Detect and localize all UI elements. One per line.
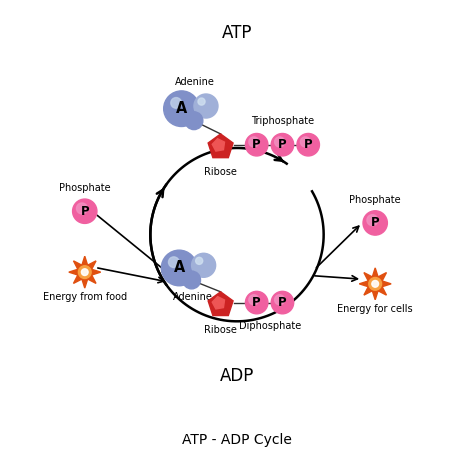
- Text: ATP - ADP Cycle: ATP - ADP Cycle: [182, 433, 292, 447]
- Text: P: P: [81, 205, 89, 218]
- Text: ATP: ATP: [222, 24, 252, 42]
- Circle shape: [191, 253, 216, 277]
- Text: P: P: [252, 138, 261, 151]
- Circle shape: [196, 257, 203, 264]
- Text: Energy for cells: Energy for cells: [337, 303, 413, 313]
- Circle shape: [369, 277, 382, 290]
- Text: Ribose: Ribose: [204, 325, 237, 335]
- Circle shape: [301, 137, 310, 147]
- Polygon shape: [359, 268, 391, 300]
- Text: P: P: [278, 296, 287, 309]
- Text: P: P: [304, 138, 312, 151]
- Text: ADP: ADP: [220, 367, 254, 385]
- Circle shape: [198, 98, 205, 105]
- Text: A: A: [173, 261, 185, 275]
- Circle shape: [246, 134, 268, 156]
- Circle shape: [249, 137, 259, 147]
- Circle shape: [297, 134, 319, 156]
- Text: P: P: [371, 217, 380, 229]
- Circle shape: [73, 199, 97, 223]
- Polygon shape: [208, 292, 233, 316]
- Text: Diphosphate: Diphosphate: [239, 321, 301, 331]
- Text: Energy from food: Energy from food: [43, 292, 127, 302]
- Text: Phosphate: Phosphate: [349, 195, 401, 205]
- Circle shape: [274, 137, 285, 147]
- Text: P: P: [278, 138, 287, 151]
- Circle shape: [372, 281, 379, 287]
- Text: Adenine: Adenine: [175, 77, 215, 87]
- Circle shape: [78, 266, 91, 279]
- Circle shape: [274, 295, 285, 305]
- Circle shape: [367, 215, 378, 226]
- Text: Triphosphate: Triphosphate: [251, 116, 314, 126]
- Circle shape: [185, 112, 203, 129]
- Circle shape: [246, 292, 268, 314]
- Circle shape: [164, 91, 199, 127]
- Circle shape: [271, 134, 294, 156]
- Circle shape: [82, 269, 88, 275]
- Circle shape: [271, 292, 294, 314]
- Text: A: A: [176, 101, 187, 116]
- Polygon shape: [212, 297, 225, 309]
- Circle shape: [171, 98, 182, 108]
- Polygon shape: [69, 256, 100, 288]
- Text: Phosphate: Phosphate: [59, 183, 110, 193]
- Circle shape: [194, 94, 218, 118]
- Circle shape: [168, 257, 179, 267]
- Polygon shape: [212, 139, 225, 151]
- Circle shape: [363, 211, 387, 235]
- Circle shape: [249, 295, 259, 305]
- Circle shape: [161, 250, 197, 286]
- Circle shape: [76, 203, 87, 214]
- Text: Adenine: Adenine: [173, 292, 212, 302]
- Circle shape: [182, 271, 201, 289]
- Polygon shape: [208, 134, 233, 158]
- Text: P: P: [252, 296, 261, 309]
- Text: Ribose: Ribose: [204, 167, 237, 177]
